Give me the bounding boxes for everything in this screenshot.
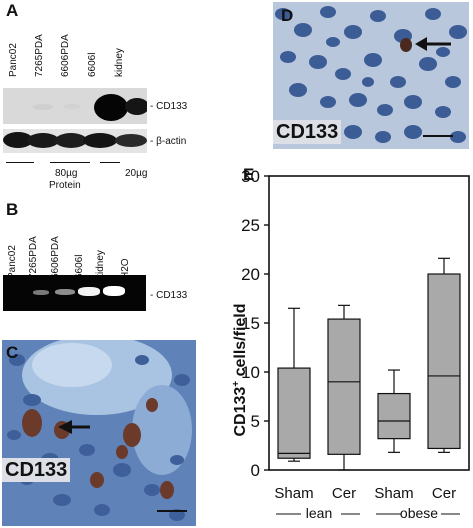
blot-band [83, 133, 117, 148]
y-tick-label: 5 [251, 412, 260, 431]
western-blot-cd133 [3, 88, 147, 124]
panel-a-letter: A [6, 1, 19, 20]
x-tick-label: Cer [432, 485, 456, 502]
scale-bar-c [157, 510, 187, 512]
panel-c-letter: C [6, 343, 19, 362]
load-line-right [100, 162, 120, 163]
pcr-gel [3, 275, 146, 311]
lane-label: Panc02 [7, 245, 18, 279]
gel-label-cd133: - CD133 [150, 290, 188, 301]
box [327, 318, 361, 455]
box [277, 367, 311, 459]
gel-band [78, 287, 100, 296]
blot-band [27, 133, 59, 148]
y-tick-label: 30 [241, 167, 260, 186]
blot-band [33, 104, 53, 110]
box-plot-chart: CD133+ cells/field 0 5 10 15 20 25 30 Sham Cer Sh… [231, 167, 470, 521]
lane-label: 6606PDA [50, 236, 61, 279]
x-tick-label: Sham [374, 485, 413, 502]
lane-label: 7265PDA [28, 236, 39, 279]
stain-label-d: CD133 [273, 120, 342, 144]
lane-label: kidney [114, 48, 125, 77]
stain-label-c: CD133 [2, 458, 71, 482]
micrograph-d: CD133 [273, 2, 469, 149]
blot-band [55, 133, 87, 148]
blot-band [3, 132, 33, 148]
load-amount-left: 80µg [55, 168, 78, 179]
gel-band [33, 290, 49, 295]
panel-e-letter: E [243, 165, 255, 184]
load-line-left-b [50, 162, 90, 163]
y-tick-label: 15 [241, 314, 260, 333]
y-tick-label: 0 [251, 461, 260, 480]
y-tick-label: 10 [241, 363, 260, 382]
lane-label: 7265PDA [34, 34, 45, 77]
group-label: obese [400, 505, 438, 521]
x-tick-label: Cer [332, 485, 356, 502]
western-blot-actin [3, 129, 147, 153]
blot-band [94, 94, 128, 121]
x-tick-label: Sham [274, 485, 313, 502]
load-amount-left-sub: Protein [49, 180, 81, 191]
panel-d-letter: D [281, 6, 294, 25]
micrograph-c: CD133 [2, 340, 196, 526]
gel-band [55, 289, 75, 295]
blot-band [125, 98, 147, 115]
group-label: lean [306, 505, 332, 521]
lane-label: 6606l [87, 52, 98, 77]
y-tick-label: 20 [241, 265, 260, 284]
blot-label-cd133: - CD133 [150, 101, 188, 112]
y-tick-label: 25 [241, 216, 260, 235]
y-axis-label: CD133+ cells/field [231, 303, 249, 436]
micrograph-d-image [273, 2, 469, 149]
scale-bar-d [423, 135, 453, 137]
micrograph-c-image [2, 340, 196, 526]
box [427, 273, 461, 450]
blot-band [115, 134, 147, 147]
box [377, 392, 411, 440]
load-amount-right: 20µg [125, 168, 148, 179]
gel-band [103, 286, 125, 296]
blot-band [63, 104, 81, 109]
load-line-left-a [6, 162, 34, 163]
blot-label-actin: - β-actin [150, 136, 187, 147]
panel-b-letter: B [6, 200, 19, 219]
lane-label: Panc02 [8, 43, 19, 77]
lane-label: 6606PDA [60, 34, 71, 77]
